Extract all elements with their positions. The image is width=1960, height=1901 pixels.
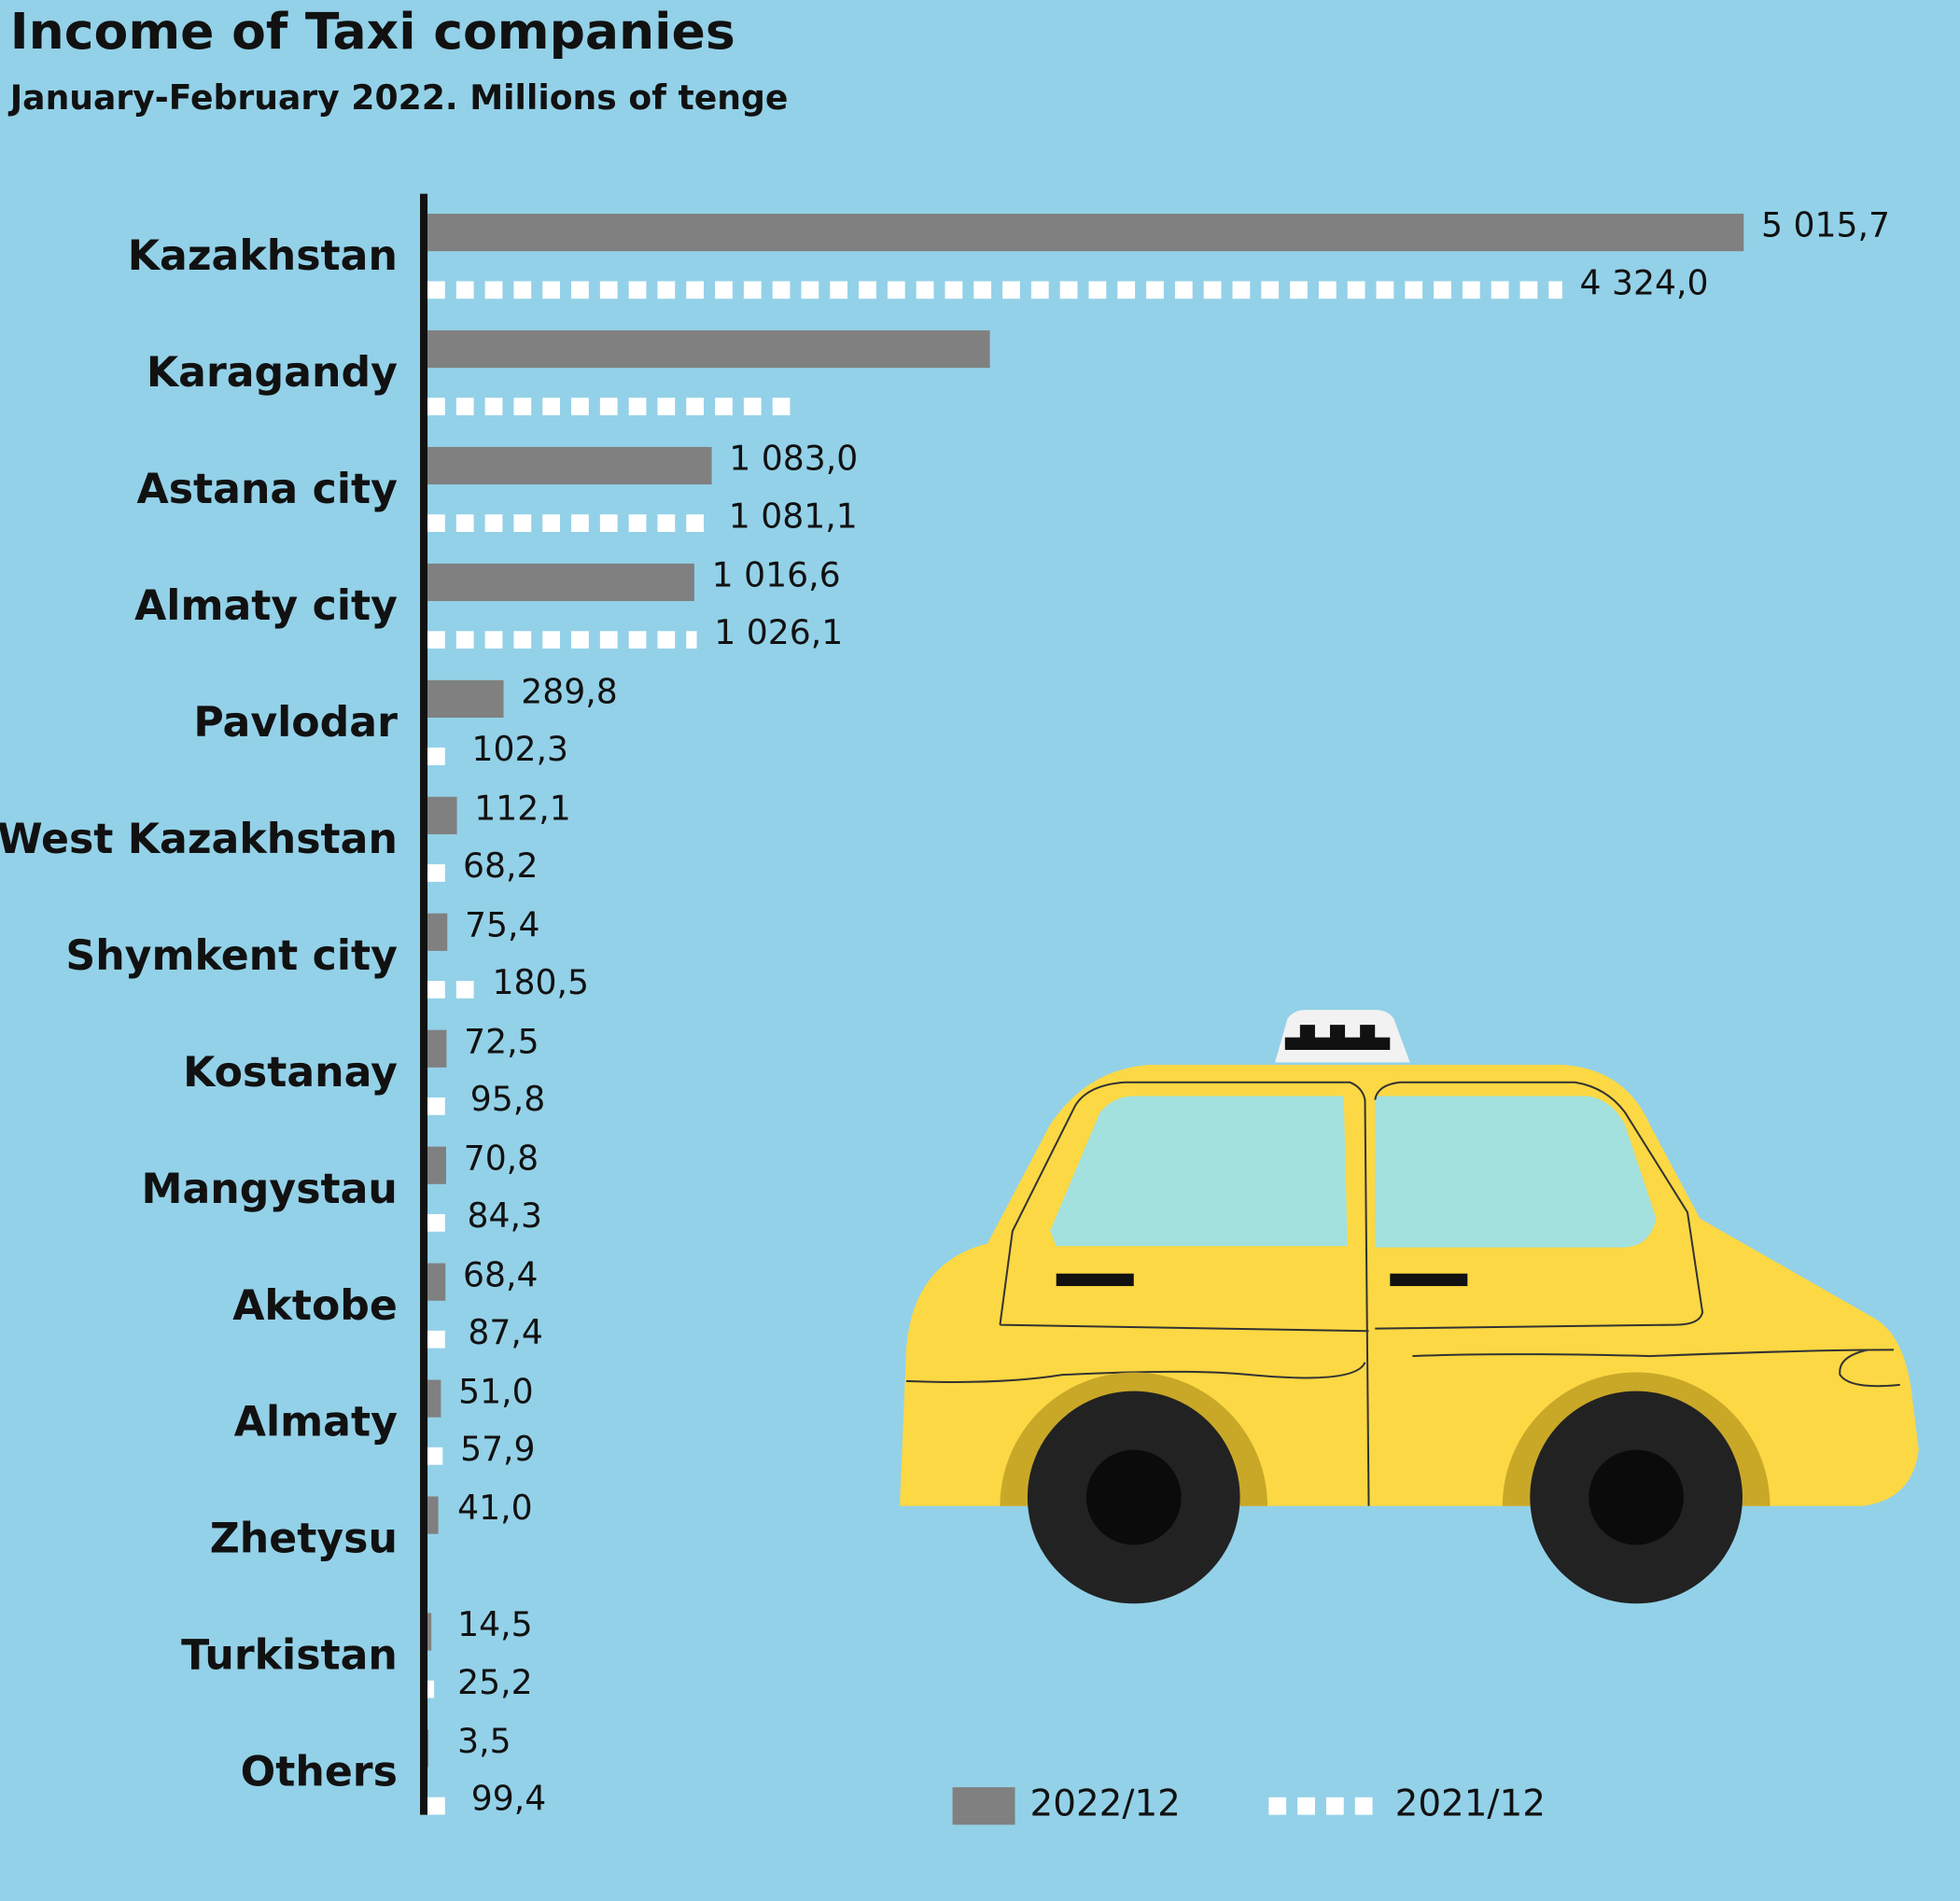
taxi-illustration [900,1010,1919,1604]
value-label: 87,4 [468,1312,542,1352]
category-label: Astana city [137,466,398,513]
value-label: 51,0 [458,1371,533,1411]
category-label: Kazakhstan [128,232,398,280]
value-label: 25,2 [457,1662,532,1702]
category-label: Pavlodar [193,699,398,747]
legend-label: 2022/12 [1030,1783,1181,1825]
value-label: 4 324,0 [1580,262,1709,302]
category-label: Others [241,1749,398,1796]
value-label: 41,0 [457,1488,532,1528]
value-label: 75,4 [465,904,539,944]
value-label: 180,5 [493,962,589,1002]
category-label: Zhetysu [210,1516,398,1563]
bar [427,679,504,718]
bar [427,1146,446,1184]
value-label: 5 015,7 [1761,205,1890,245]
value-label: 1 081,1 [729,496,858,536]
category-label: Kostanay [183,1049,398,1097]
value-label: 68,2 [463,846,538,886]
bar [427,1613,432,1651]
category-label: Almaty [234,1399,398,1447]
value-label: 70,8 [464,1138,539,1178]
value-label: 68,4 [463,1254,538,1294]
value-label: 84,3 [468,1195,542,1236]
chart-title: Income of Taxi companies [10,2,735,61]
value-label: 95,8 [470,1079,545,1119]
bar [427,913,448,951]
bar [427,1496,439,1534]
bar [427,563,694,602]
value-label: 72,5 [464,1021,539,1061]
value-label: 102,3 [472,729,568,769]
value-label: 112,1 [474,789,570,829]
bar [427,1029,447,1068]
category-label: Shymkent city [65,932,398,980]
value-label: 3,5 [457,1721,511,1761]
category-label: Turkistan [181,1632,398,1680]
value-label: 99,4 [471,1779,546,1819]
bar [427,214,1744,252]
category-label: Aktobe [232,1282,398,1330]
value-label: 1 016,6 [712,555,841,595]
bar [427,329,990,369]
bar [427,1263,446,1301]
value-label: 14,5 [457,1604,532,1644]
value-label: 1 083,0 [729,439,858,479]
bar [427,446,712,485]
bar [427,1379,441,1418]
category-label: Karagandy [147,349,398,397]
value-label: 1 026,1 [714,612,843,652]
category-label: Almaty city [134,582,398,630]
value-label: 57,9 [460,1429,535,1469]
category-label: West Kazakhstan [0,816,398,863]
value-label: 289,8 [521,672,617,712]
category-label: Mangystau [142,1166,398,1213]
legend-label: 2021/12 [1395,1783,1546,1825]
legend-swatch [952,1787,1015,1825]
bar [427,796,457,834]
bar [427,1729,429,1768]
chart-subtitle: January-February 2022. Millions of tenge [7,77,789,118]
